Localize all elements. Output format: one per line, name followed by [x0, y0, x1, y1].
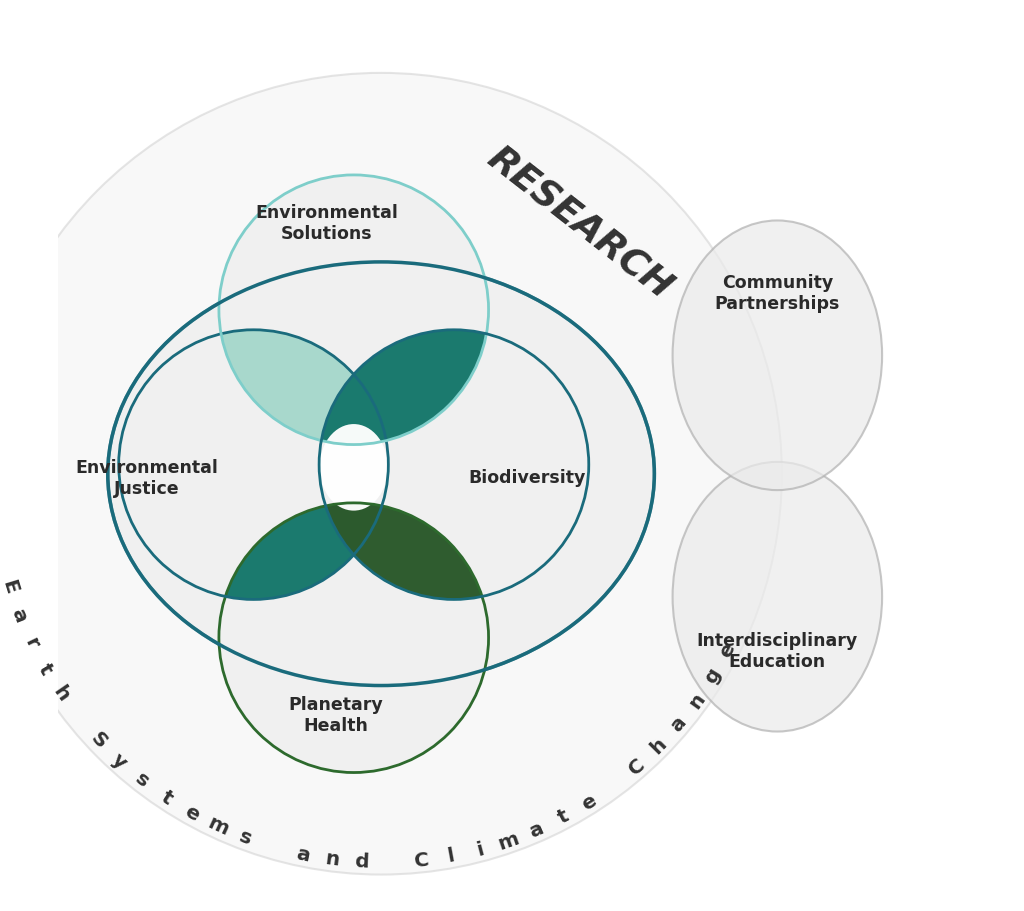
Circle shape [219, 503, 488, 773]
Text: h: h [49, 683, 73, 705]
Text: m: m [496, 829, 521, 854]
Text: e: e [716, 640, 739, 660]
Circle shape [219, 175, 488, 445]
Text: E: E [0, 578, 20, 597]
Text: e: e [578, 791, 600, 814]
Text: a: a [667, 713, 690, 736]
Circle shape [119, 330, 388, 599]
Circle shape [319, 330, 589, 599]
Text: RESEARCH: RESEARCH [479, 140, 678, 306]
Text: t: t [157, 787, 176, 808]
Ellipse shape [673, 462, 882, 732]
Text: Community
Partnerships: Community Partnerships [715, 274, 840, 312]
Ellipse shape [319, 425, 388, 510]
Text: a: a [8, 606, 31, 625]
Text: C: C [413, 850, 430, 871]
Text: Environmental
Justice: Environmental Justice [76, 459, 218, 497]
Ellipse shape [108, 262, 654, 686]
Text: y: y [109, 750, 131, 773]
Text: C: C [625, 755, 648, 779]
Circle shape [119, 330, 388, 599]
Text: l: l [445, 846, 456, 866]
Text: m: m [205, 814, 231, 840]
Text: n: n [685, 690, 709, 712]
Text: e: e [181, 802, 203, 825]
Text: a: a [526, 819, 546, 842]
Text: a: a [295, 844, 311, 865]
Text: n: n [324, 849, 341, 870]
Text: t: t [34, 660, 55, 678]
Text: d: d [354, 852, 370, 872]
Text: Interdisciplinary
Education: Interdisciplinary Education [696, 632, 858, 670]
Circle shape [219, 175, 488, 445]
Circle shape [319, 330, 589, 599]
Text: s: s [237, 827, 255, 849]
Text: S: S [86, 729, 111, 752]
Text: g: g [701, 665, 725, 687]
Text: i: i [474, 840, 485, 860]
Circle shape [319, 330, 589, 599]
Ellipse shape [673, 220, 882, 490]
Circle shape [219, 503, 488, 773]
Circle shape [0, 73, 782, 875]
Text: h: h [646, 734, 670, 758]
Text: Planetary
Health: Planetary Health [288, 696, 383, 734]
Text: Environmental
Solutions: Environmental Solutions [255, 204, 398, 242]
Text: t: t [554, 806, 571, 828]
Text: s: s [132, 769, 153, 792]
Text: r: r [20, 634, 42, 651]
Circle shape [219, 503, 488, 773]
Circle shape [119, 330, 388, 599]
Circle shape [219, 175, 488, 445]
Text: Biodiversity: Biodiversity [468, 469, 586, 487]
